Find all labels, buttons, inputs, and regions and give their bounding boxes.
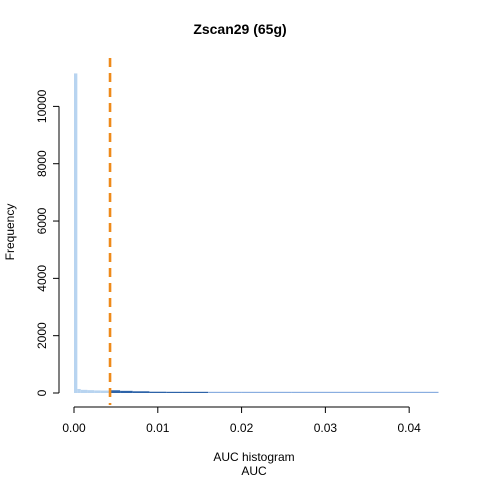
y-tick-label: 0 <box>35 389 49 396</box>
x-axis-label: AUC <box>241 464 267 478</box>
x-tick-label: 0.02 <box>230 421 254 435</box>
histogram-bar <box>350 391 439 393</box>
histogram-bar <box>241 391 292 393</box>
histogram-bars <box>74 73 439 393</box>
x-tick-label: 0.03 <box>314 421 338 435</box>
histogram-bar <box>74 73 78 393</box>
histogram-bar <box>94 390 101 393</box>
histogram-bar <box>77 388 81 393</box>
histogram-bar <box>120 390 133 393</box>
x-axis-subtitle: AUC histogram <box>213 450 295 464</box>
y-tick-label: 2000 <box>35 322 49 349</box>
x-axis: 0.00 0.01 0.02 0.03 0.04 <box>62 406 421 435</box>
histogram-bar <box>80 389 88 393</box>
histogram-bar <box>132 391 150 393</box>
chart-title: Zscan29 (65g) <box>193 21 287 37</box>
y-tick-label: 6000 <box>35 207 49 234</box>
histogram-bar <box>291 391 351 393</box>
y-axis: 0 2000 4000 6000 8000 10000 <box>35 89 60 396</box>
x-tick-label: 0.04 <box>397 421 421 435</box>
histogram-bar <box>149 391 167 393</box>
y-tick-label: 8000 <box>35 150 49 177</box>
histogram-bar <box>100 390 111 393</box>
histogram-bar <box>110 390 121 393</box>
histogram-bar <box>166 391 183 393</box>
histogram-bar <box>87 390 95 393</box>
x-tick-label: 0.01 <box>146 421 170 435</box>
x-tick-label: 0.00 <box>62 421 86 435</box>
y-tick-label: 4000 <box>35 265 49 292</box>
histogram-bar <box>208 391 242 393</box>
y-tick-label: 10000 <box>35 89 49 123</box>
y-axis-label: Frequency <box>3 203 17 261</box>
histogram-bar <box>182 391 209 393</box>
